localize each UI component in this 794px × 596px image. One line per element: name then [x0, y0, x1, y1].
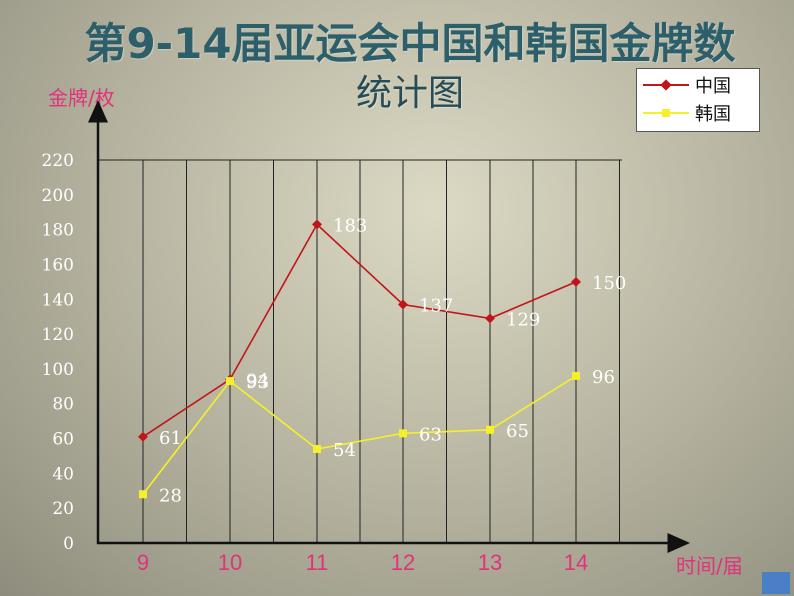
- chart-title-line2: 统计图: [355, 73, 464, 114]
- legend-label-korea: 韩国: [695, 104, 731, 125]
- legend: 中国 韩国: [636, 68, 760, 132]
- y-tick-label-120: 120: [42, 325, 74, 345]
- x-tick-label-14: 14: [564, 550, 588, 575]
- x-tick-label-11: 11: [306, 550, 329, 575]
- series-0-label-4: 129: [506, 309, 540, 330]
- legend-item-korea: 韩国: [643, 101, 731, 125]
- legend-label-china: 中国: [695, 76, 731, 97]
- x-tick-label-9: 9: [137, 550, 149, 575]
- y-tick-label-20: 20: [52, 499, 74, 519]
- series-0-label-5: 150: [592, 273, 626, 294]
- series-1-point-2: [313, 444, 321, 453]
- x-tick-label-12: 12: [391, 550, 415, 575]
- y-tick-label-220: 220: [42, 151, 74, 171]
- legend-swatch-china: [643, 78, 689, 92]
- series-0-point-4: [485, 313, 495, 324]
- series-0-point-3: [398, 299, 408, 310]
- y-tick-label-180: 180: [42, 221, 74, 241]
- series-1-label-5: 96: [592, 367, 615, 388]
- legend-swatch-korea: [643, 106, 689, 120]
- corner-square: [762, 572, 790, 594]
- x-tick-label-13: 13: [478, 550, 502, 575]
- series-1-point-0: [139, 490, 147, 499]
- legend-item-china: 中国: [643, 73, 731, 97]
- series-1-label-2: 54: [333, 440, 356, 461]
- series-1-point-1: [226, 377, 234, 386]
- y-tick-label-160: 160: [42, 255, 74, 275]
- y-tick-label-80: 80: [52, 395, 74, 415]
- y-tick-label-0: 0: [63, 534, 74, 554]
- series-line-1: [142, 375, 577, 495]
- series-1-point-3: [399, 429, 407, 438]
- series-0-label-2: 183: [333, 215, 367, 236]
- series-1-label-3: 63: [419, 424, 442, 445]
- series-0-point-5: [571, 276, 581, 287]
- series-1-point-4: [486, 425, 494, 434]
- series-1-label-1: 93: [246, 372, 269, 393]
- y-tick-label-100: 100: [42, 360, 74, 380]
- chart-title-line1: 第9-14届亚运会中国和韩国金牌数: [84, 19, 736, 68]
- y-tick-label-200: 200: [42, 186, 74, 206]
- series-0-label-1: 94: [246, 370, 269, 391]
- series-0-label-0: 61: [159, 428, 182, 449]
- x-axis-title: 时间/届: [676, 554, 743, 578]
- y-tick-label-40: 40: [52, 464, 74, 484]
- series-1-label-4: 65: [506, 421, 529, 442]
- series-line-0: [142, 223, 577, 438]
- series-0-point-2: [312, 219, 322, 230]
- series-1-point-5: [572, 371, 580, 380]
- y-tick-label-140: 140: [42, 290, 74, 310]
- series-1-label-0: 28: [159, 485, 182, 506]
- series-0-label-3: 137: [419, 295, 453, 316]
- x-tick-label-10: 10: [218, 550, 242, 575]
- series-0-point-0: [138, 431, 148, 442]
- y-tick-label-60: 60: [52, 430, 74, 450]
